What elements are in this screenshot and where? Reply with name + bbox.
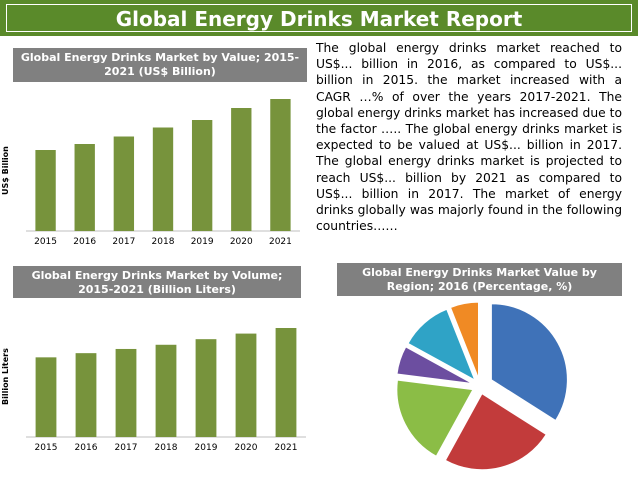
value-chart-bar-2017 <box>113 136 135 231</box>
volume-chart-bar-2019 <box>195 339 217 437</box>
value-chart-bar-2020 <box>231 108 252 231</box>
volume-chart-bar-2020 <box>235 333 257 437</box>
market-summary-text: The global energy drinks market reached … <box>316 41 622 234</box>
volume-chart-tick-2018: 2018 <box>155 443 178 453</box>
volume-chart-bar-2016 <box>75 353 97 437</box>
volume-chart-bar-2017 <box>115 348 137 437</box>
page-title: Global Energy Drinks Market Report <box>115 7 523 31</box>
volume-chart-tick-2016: 2016 <box>75 443 98 453</box>
volume-chart-tick-2021: 2021 <box>275 443 298 453</box>
region-pie-slice-1 <box>490 303 568 422</box>
volume-chart-bar-2015 <box>35 357 57 437</box>
value-chart-title: Global Energy Drinks Market by Value; 20… <box>13 48 307 82</box>
value-chart-bar-2018 <box>152 127 174 231</box>
region-chart-title: Global Energy Drinks Market Value by Reg… <box>337 263 622 296</box>
volume-chart-tick-2017: 2017 <box>115 443 138 453</box>
value-chart-bar-2019 <box>191 120 213 231</box>
value-chart-bar-2021 <box>270 99 291 231</box>
region-pie-slice-3 <box>396 379 474 457</box>
volume-chart-bar-2021 <box>275 328 297 437</box>
value-chart-bar-2016 <box>74 144 95 231</box>
value-chart-tick-2018: 2018 <box>152 237 175 247</box>
value-chart-tick-2021: 2021 <box>269 237 292 247</box>
value-chart-tick-2015: 2015 <box>34 237 57 247</box>
region-pie-slice-4 <box>396 346 473 385</box>
region-pie-slice-6 <box>449 301 480 379</box>
volume-chart-tick-2015: 2015 <box>35 443 58 453</box>
region-pie-slice-5 <box>407 308 476 382</box>
volume-chart-title: Global Energy Drinks Market by Volume; 2… <box>13 266 301 298</box>
volume-chart-bar-2018 <box>155 344 177 437</box>
value-chart-bar-2015 <box>35 150 56 231</box>
value-chart-tick-2016: 2016 <box>73 237 96 247</box>
value-chart-tick-2020: 2020 <box>230 237 253 247</box>
value-chart-tick-2017: 2017 <box>112 237 135 247</box>
region-pie-slice-2 <box>444 393 547 471</box>
volume-chart-tick-2020: 2020 <box>235 443 258 453</box>
volume-chart-tick-2019: 2019 <box>195 443 218 453</box>
value-chart-tick-2019: 2019 <box>191 237 214 247</box>
header-banner: Global Energy Drinks Market Report <box>0 0 638 36</box>
header-frame: Global Energy Drinks Market Report <box>6 4 632 32</box>
